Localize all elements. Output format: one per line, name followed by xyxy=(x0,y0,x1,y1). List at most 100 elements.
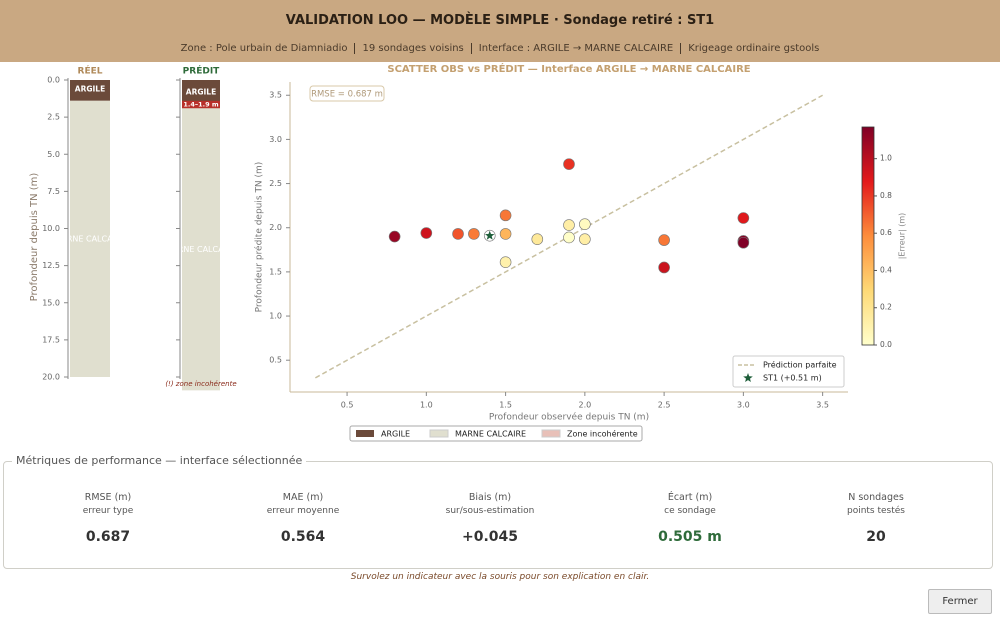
layer xyxy=(70,80,110,101)
point xyxy=(452,228,464,240)
colorbar-tick-label: 1.0 xyxy=(880,154,892,163)
legend-label: ARGILE xyxy=(381,430,410,439)
metric[interactable]: Biais (m) sur/sous-estimation +0.045 xyxy=(400,492,580,545)
layer-label: MARNE CALCAIRE xyxy=(165,245,236,254)
legend-swatch xyxy=(429,429,449,438)
y-tick-label: 2.0 xyxy=(269,223,282,232)
legend-box xyxy=(732,355,845,388)
metric-sub: ce sondage xyxy=(664,506,716,516)
note: (!) zone incohérente xyxy=(165,380,236,388)
highlight-point xyxy=(485,230,495,240)
legend-label: MARNE CALCAIRE xyxy=(455,430,526,439)
annotation: RMSE = 0.687 m xyxy=(311,90,383,100)
point xyxy=(499,228,512,240)
point xyxy=(531,233,544,246)
colorbar-tick-label: 0.6 xyxy=(880,228,892,237)
point xyxy=(468,228,480,240)
metric[interactable]: Écart (m) ce sondage 0.505 m xyxy=(600,492,780,545)
metric-value: +0.045 xyxy=(461,529,518,545)
metric-label: Écart (m) xyxy=(667,492,713,503)
subtitle-item: Interface : ARGILE → MARNE CALCAIRE xyxy=(470,43,681,54)
metric-label: Biais (m) xyxy=(468,492,512,503)
x-tick-label: 2.5 xyxy=(658,401,671,410)
subtitle: Zone : Pole urbain de Diamniadio 19 sonda… xyxy=(0,43,1000,54)
metric[interactable]: RMSE (m) erreur type 0.687 xyxy=(18,492,198,545)
point xyxy=(658,261,670,274)
hint: Survolez un indicateur avec la souris po… xyxy=(350,572,650,582)
y-tick-label: 7.5 xyxy=(47,187,60,196)
point xyxy=(563,219,575,231)
y-tick-label: 17.5 xyxy=(42,335,60,344)
subtitle-item: Krigeage ordinaire gstools xyxy=(680,43,827,54)
point xyxy=(658,234,670,246)
metric-sub: points testés xyxy=(846,506,905,516)
metric-value: 0.564 xyxy=(280,529,326,545)
y-tick-label: 2.5 xyxy=(269,179,282,188)
legend-swatch xyxy=(356,430,374,437)
colorbar-tick-label: 0.0 xyxy=(880,340,892,349)
close-button[interactable]: Fermer xyxy=(928,589,992,614)
column-title: RÉEL xyxy=(78,65,103,77)
metrics-title: Métriques de performance — interface sél… xyxy=(12,454,307,467)
incoherent-label: 1.4–1.9 m xyxy=(183,101,219,109)
colorbar xyxy=(861,126,875,346)
x-tick-label: 2.0 xyxy=(578,401,591,410)
y-tick-label: 10.0 xyxy=(42,224,60,233)
layer-label: ARGILE xyxy=(75,84,105,93)
metric-value: 0.505 m xyxy=(658,529,722,545)
legend-label: Zone incohérente xyxy=(567,429,638,439)
metric-label: RMSE (m) xyxy=(84,492,132,503)
legend-label: Prédiction parfaite xyxy=(763,360,837,370)
colorbar-tick-label: 0.4 xyxy=(880,265,892,274)
point xyxy=(388,230,401,243)
y-tick-label: 20.0 xyxy=(42,373,60,382)
chart-title: SCATTER OBS vs PRÉDIT — Interface ARGILE… xyxy=(387,62,750,75)
y-axis-label: Profondeur prédite depuis TN (m) xyxy=(254,162,265,313)
column: ARGILE MARNE CALCAIRE xyxy=(54,80,125,377)
point xyxy=(737,236,750,249)
y-tick-label: 12.5 xyxy=(42,261,60,270)
point xyxy=(420,227,433,239)
y-tick-label: 2.5 xyxy=(47,113,60,122)
metric[interactable]: N sondages points testés 20 xyxy=(786,492,966,545)
point xyxy=(579,218,591,230)
subtitle-item: Zone : Pole urbain de Diamniadio xyxy=(180,43,348,54)
metric-label: MAE (m) xyxy=(282,492,324,503)
x-tick-label: 3.0 xyxy=(737,401,750,410)
metric-sub: sur/sous-estimation xyxy=(445,506,535,516)
column-title: PRÉDIT xyxy=(183,65,220,77)
y-axis-label: Profondeur depuis TN (m) xyxy=(29,173,40,302)
legend-swatch xyxy=(541,429,561,438)
point xyxy=(499,209,512,222)
legend-symbol xyxy=(743,373,753,382)
metric[interactable]: MAE (m) erreur moyenne 0.564 xyxy=(213,492,393,545)
y-tick-label: 15.0 xyxy=(42,298,60,307)
metrics-panel: Métriques de performance — interface sél… xyxy=(3,454,993,569)
colorbar-tick-label: 0.2 xyxy=(880,303,892,312)
y-tick-label: 1.5 xyxy=(269,267,282,276)
y-tick-label: 0.0 xyxy=(47,76,60,85)
charts-area: Profondeur depuis TN (m) RÉEL 0.0 2.5 5.0 7.5… xyxy=(29,62,907,442)
title: VALIDATION LOO — MODÈLE SIMPLE · Sondage… xyxy=(285,13,715,28)
point xyxy=(499,256,512,268)
x-tick-label: 1.5 xyxy=(499,401,512,410)
header: VALIDATION LOO — MODÈLE SIMPLE · Sondage… xyxy=(0,0,1000,62)
colorbar-label: |Erreur| (m) xyxy=(898,213,907,260)
layer-legend-box xyxy=(349,425,643,442)
metric-label: N sondages xyxy=(848,492,904,503)
column: ARGILE MARNE CALCAIRE 1.4–1.9 m xyxy=(165,80,236,391)
legend-label: ST1 (+0.51 m) xyxy=(763,374,822,383)
layer-label: ARGILE xyxy=(186,88,216,97)
x-tick-label: 1.0 xyxy=(420,401,433,410)
point xyxy=(737,212,750,224)
x-axis-label: Profondeur observée depuis TN (m) xyxy=(489,412,649,423)
incoherent-zone xyxy=(182,100,220,109)
layer-label: MARNE CALCAIRE xyxy=(54,234,125,243)
annotation-box xyxy=(309,85,385,102)
point xyxy=(579,233,591,246)
y-tick-label: 0.5 xyxy=(269,356,282,365)
layer xyxy=(70,100,110,377)
colorbar-tick-label: 0.8 xyxy=(880,191,892,200)
x-tick-label: 3.5 xyxy=(816,401,829,410)
